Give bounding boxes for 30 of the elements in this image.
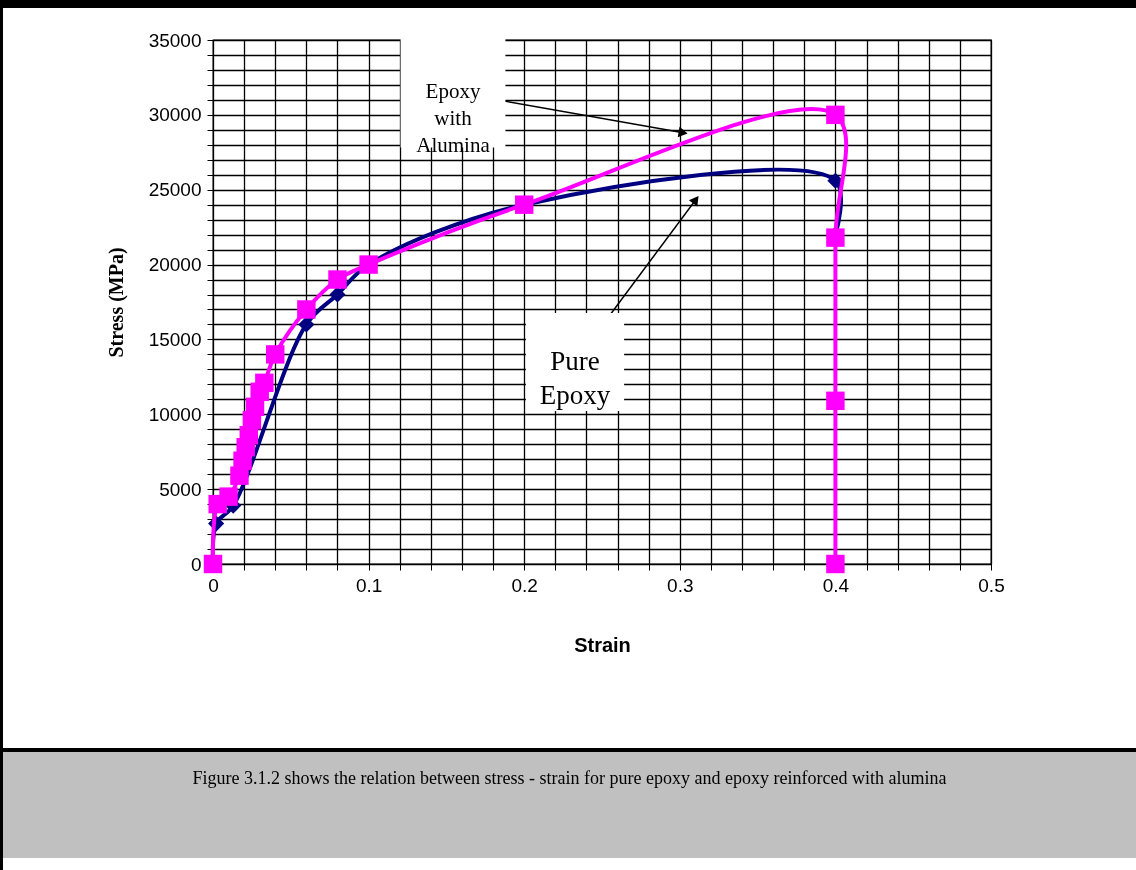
y-axis-title: Stress (MPa): [104, 247, 128, 358]
point: [826, 228, 845, 247]
point: [328, 270, 347, 289]
y-tick-label: 10000: [148, 403, 202, 425]
x-axis-title: Strain: [574, 633, 631, 656]
y-tick-label: 15000: [148, 328, 202, 350]
x-tick-label: 0.3: [667, 574, 694, 596]
point: [298, 316, 315, 333]
annotation: Epoxy with Alumina: [416, 79, 491, 157]
point: [826, 391, 845, 411]
point: [297, 300, 316, 319]
x-tick-label: 0.5: [978, 574, 1005, 596]
point: [255, 373, 274, 393]
caption: Figure 3.1.2 shows the relation between stress - strain for pure epoxy and epoxy reinforced with alumina: [3, 748, 1136, 858]
y-tick-label: 25000: [148, 179, 202, 201]
y-tick-label: 20000: [148, 254, 202, 276]
x-tick-label: 0.1: [355, 574, 383, 596]
point: [826, 554, 845, 574]
point: [329, 286, 346, 303]
x-tick-label: 0: [208, 574, 219, 596]
y-tick-label: 30000: [148, 104, 202, 126]
x-tick-label: 0.4: [822, 574, 850, 596]
point: [826, 105, 845, 125]
annotation: Pure Epoxy: [539, 346, 611, 410]
point: [219, 487, 238, 506]
y-tick-label: 5000: [159, 478, 202, 500]
x-tick-label: 0.2: [511, 574, 538, 596]
point: [266, 345, 285, 364]
y-tick-label: 35000: [148, 29, 202, 51]
y-tick-label: 0: [190, 553, 202, 575]
